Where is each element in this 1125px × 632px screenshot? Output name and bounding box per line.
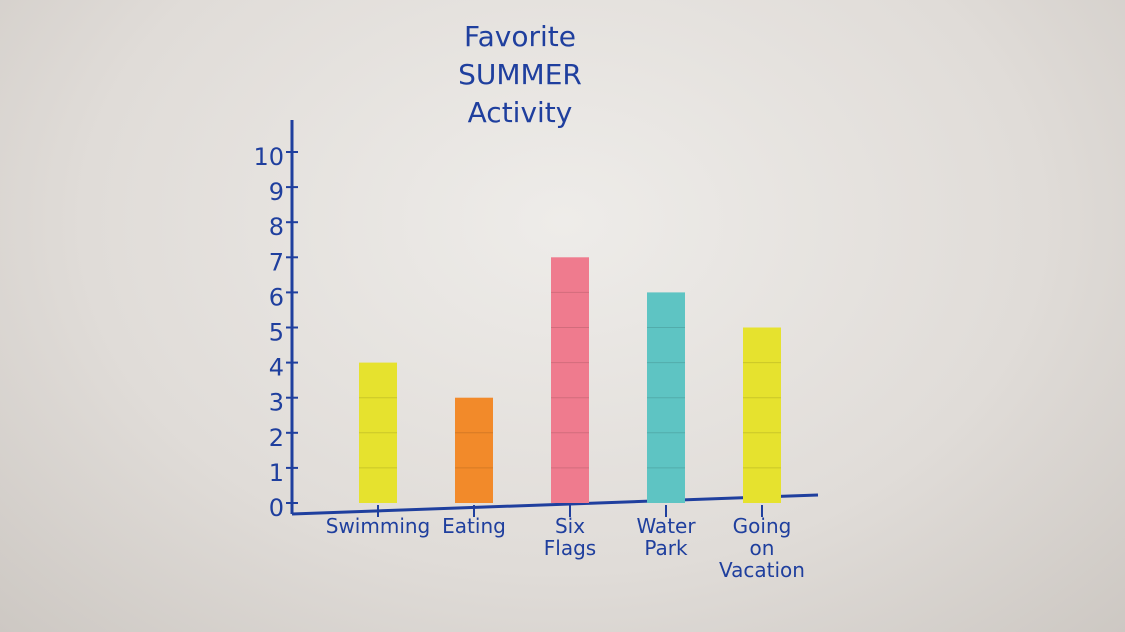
x-tick-label: Swimming [325,514,431,538]
y-tick-label: 5 [269,319,284,347]
y-tick-label: 0 [269,494,284,522]
y-tick-label: 4 [269,354,284,382]
bar [551,257,589,503]
x-tick-label: Eating [442,514,506,538]
bar [455,397,493,503]
y-tick-label: 3 [269,389,284,417]
bar [743,327,781,503]
x-tick-label: Going on Vacation [719,514,805,582]
y-tick-label: 10 [253,143,284,171]
y-tick-label: 8 [269,213,284,241]
y-tick-label: 7 [269,248,284,276]
x-axis [291,493,819,516]
bar [647,292,685,503]
y-tick-label: 9 [269,178,284,206]
x-tick-label: Water Park [636,514,696,560]
y-tick-label: 1 [269,459,284,487]
x-tick-label: Six Flags [543,514,597,560]
y-tick-label: 2 [269,424,284,452]
bar [359,362,397,503]
y-tick-label: 6 [269,283,284,311]
chart-title: Favorite SUMMER Activity [458,20,582,129]
